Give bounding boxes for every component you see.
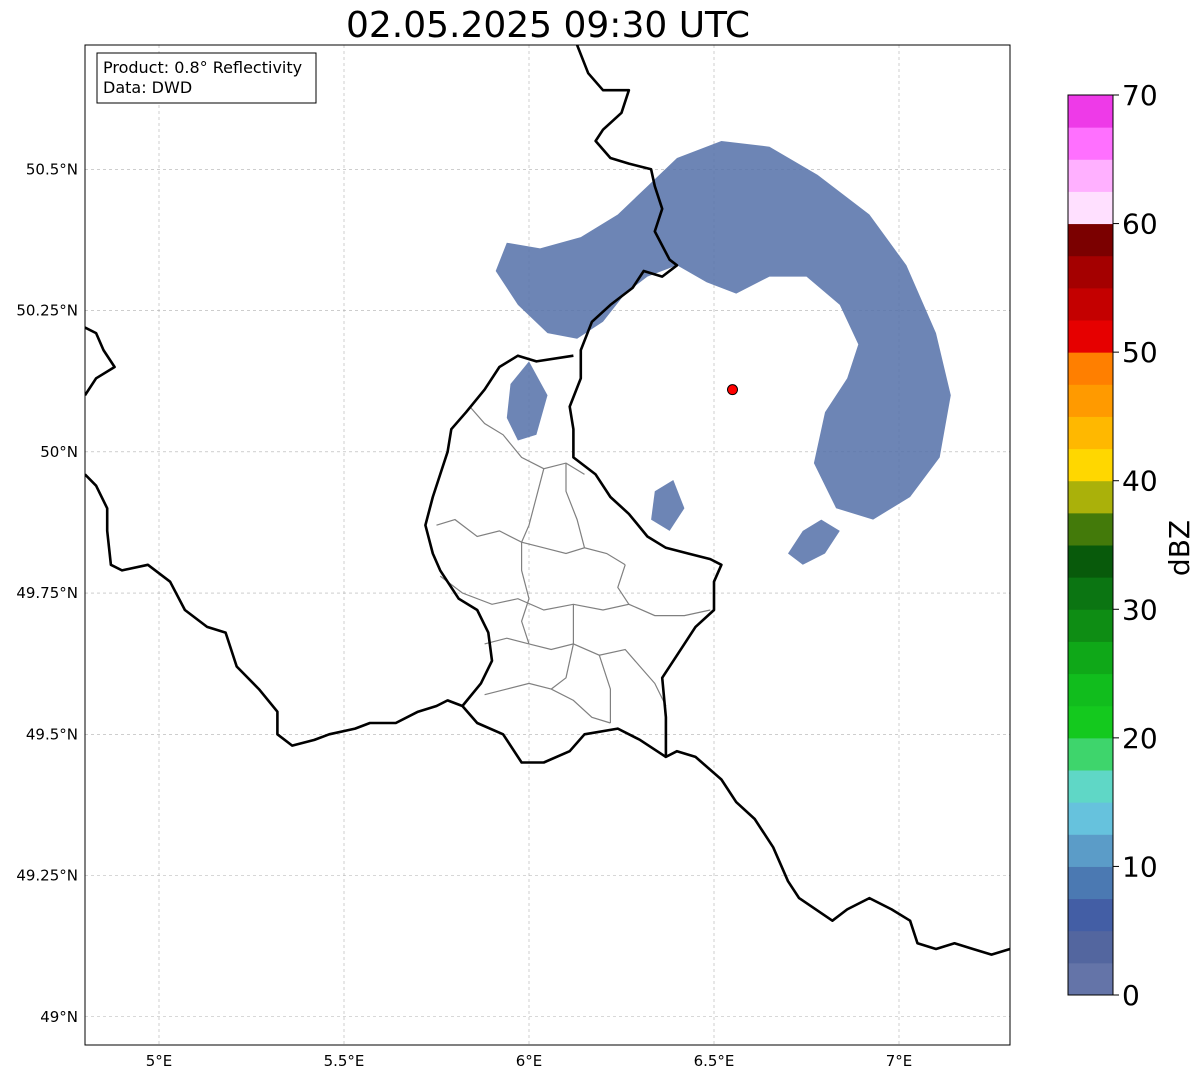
x-tick-label: 5.5°E [324, 1052, 365, 1070]
district-boundary [484, 637, 667, 707]
colorbar-tick-label: 30 [1122, 593, 1158, 626]
colorbar-swatch [1068, 255, 1113, 289]
colorbar-swatch [1068, 223, 1113, 257]
x-tick-label: 6°E [516, 1052, 543, 1070]
district-boundary [617, 564, 630, 605]
colorbar-swatches [1068, 95, 1113, 996]
district-boundary [598, 655, 611, 723]
y-tick-label: 49.25°N [16, 867, 78, 885]
country-border [568, 45, 1010, 956]
radar-site-layer [727, 384, 738, 396]
colorbar-swatch [1068, 673, 1113, 707]
country-border [85, 326, 116, 397]
colorbar-swatch [1068, 962, 1113, 996]
echo-area [495, 141, 951, 520]
colorbar-swatch [1068, 416, 1113, 450]
colorbar-label: dBZ [1163, 520, 1196, 576]
colorbar-swatch [1068, 609, 1113, 642]
colorbar-tick-label: 10 [1122, 850, 1158, 883]
colorbar-tick-label: 50 [1122, 336, 1158, 369]
colorbar-swatch [1068, 737, 1113, 771]
colorbar-swatch [1068, 802, 1113, 835]
colorbar-swatch [1068, 352, 1113, 385]
country-border [85, 473, 667, 764]
info-box-frame [96, 52, 317, 104]
district-boundary [436, 518, 626, 566]
colorbar-swatch [1068, 834, 1113, 867]
map-frame [84, 44, 1011, 1046]
echo-area [788, 519, 840, 565]
x-tick-label: 7°E [886, 1052, 913, 1070]
echo-area [506, 361, 548, 441]
x-tick-label: 6.5°E [694, 1052, 735, 1070]
colorbar-tick-label: 0 [1122, 979, 1140, 1012]
district-boundary [550, 604, 574, 690]
y-tick-label: 49.75°N [16, 584, 78, 602]
colorbar-swatch [1068, 512, 1113, 546]
graticule [85, 45, 1010, 1045]
district-boundary [565, 463, 586, 548]
y-tick-label: 50.25°N [16, 302, 78, 320]
echo-area [651, 480, 685, 531]
colorbar-tick-label: 20 [1122, 722, 1158, 755]
colorbar-swatch [1068, 930, 1113, 964]
radar-echoes [495, 141, 951, 565]
colorbar-frame [1067, 94, 1114, 996]
colorbar-swatch [1068, 287, 1113, 321]
colorbar-swatch [1068, 448, 1113, 482]
x-tick-label: 5°E [146, 1052, 173, 1070]
info-data-source: Data: DWD [103, 78, 192, 97]
colorbar-swatch [1068, 320, 1113, 353]
national-borders [85, 45, 1010, 956]
colorbar-swatch [1068, 705, 1113, 739]
y-tick-label: 49°N [40, 1008, 78, 1026]
y-tick-label: 49.5°N [26, 725, 78, 743]
colorbar-swatch [1068, 384, 1113, 417]
colorbar-swatch [1068, 898, 1113, 932]
info-box: Product: 0.8° Reflectivity Data: DWD [96, 52, 317, 104]
info-product: Product: 0.8° Reflectivity [103, 58, 302, 77]
colorbar-tick-label: 40 [1122, 465, 1158, 498]
colorbar-swatch [1068, 480, 1113, 514]
country-border [424, 354, 574, 707]
map-background [85, 45, 1010, 1045]
figure-title: 02.05.2025 09:30 UTC [346, 5, 750, 46]
colorbar-swatch [1068, 770, 1113, 803]
district-boundaries [436, 406, 711, 724]
colorbar-swatch [1068, 191, 1113, 225]
radar-site-marker [727, 384, 738, 396]
district-boundary [521, 468, 545, 543]
colorbar-swatch [1068, 95, 1113, 128]
colorbar-swatch [1068, 127, 1113, 160]
x-axis-ticks: 5°E 5.5°E 6°E 6.5°E 7°E [146, 1052, 913, 1070]
colorbar-swatch [1068, 866, 1113, 900]
y-tick-label: 50.5°N [26, 160, 78, 178]
colorbar-swatch [1068, 545, 1113, 578]
colorbar: 0 10 20 30 40 50 60 70 dBZ [1067, 79, 1196, 1012]
colorbar-tick-label: 70 [1122, 79, 1158, 112]
district-boundary [520, 542, 530, 645]
colorbar-swatch [1068, 641, 1113, 675]
map-panel: Product: 0.8° Reflectivity Data: DWD [84, 44, 1011, 1046]
colorbar-swatch [1068, 577, 1113, 610]
y-axis-ticks: 50.5°N 50.25°N 50°N 49.75°N 49.5°N 49.25°N 49°… [16, 160, 78, 1025]
colorbar-tick-label: 60 [1122, 208, 1158, 241]
colorbar-swatch [1068, 159, 1113, 192]
y-tick-label: 50°N [40, 443, 78, 461]
colorbar-ticks: 0 10 20 30 40 50 60 70 [1113, 79, 1158, 1012]
